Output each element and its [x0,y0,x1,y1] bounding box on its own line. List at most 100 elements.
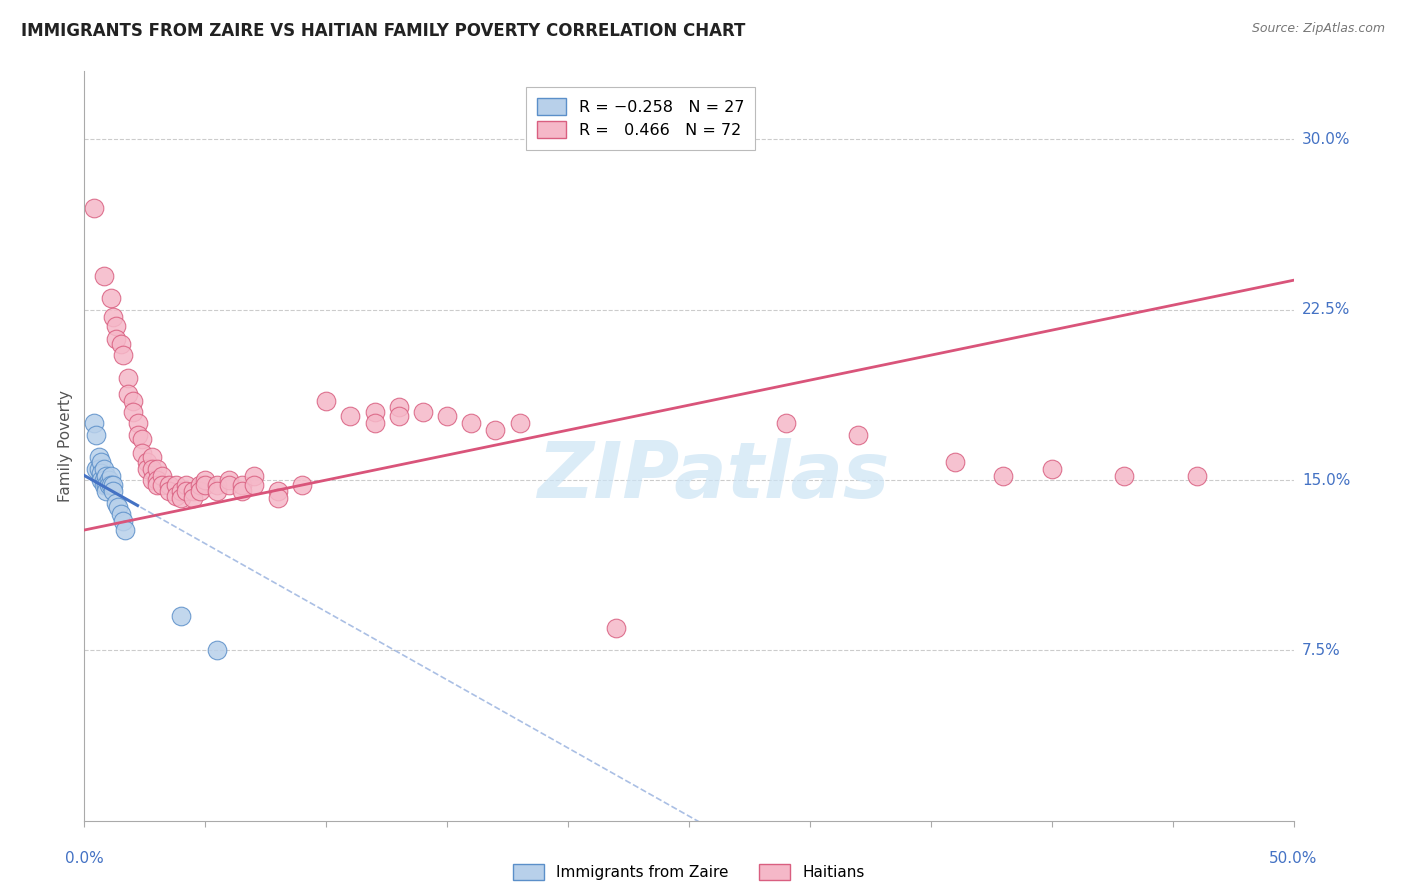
Point [150,477,173,491]
Point [100,292,122,306]
Point [86,427,108,442]
Point [388,401,411,415]
Point [190,484,212,499]
Point [993,468,1015,483]
Point [141,461,163,475]
Point [315,393,337,408]
Point [207,477,229,491]
Point [87,450,110,465]
Point [114,523,136,537]
Point [93,268,115,283]
Point [363,417,385,431]
Point [104,332,127,346]
Text: 30.0%: 30.0% [1302,132,1350,147]
Point [87,461,110,475]
Point [97,473,120,487]
Point [484,423,506,437]
Point [231,484,253,499]
Point [117,371,139,385]
Point [775,417,797,431]
Point [112,348,135,362]
Point [165,477,187,491]
Point [170,491,193,506]
Text: 22.5%: 22.5% [1302,302,1350,318]
Point [267,491,290,506]
Point [207,643,229,657]
Point [146,461,169,475]
Point [94,484,117,499]
Point [231,477,253,491]
Text: 15.0%: 15.0% [1302,473,1350,488]
Point [94,477,117,491]
Point [218,477,240,491]
Point [117,386,139,401]
Point [100,468,122,483]
Point [943,455,966,469]
Point [136,461,159,475]
Point [242,468,264,483]
Point [157,484,180,499]
Point [104,496,127,510]
Point [194,473,217,487]
Point [94,468,117,483]
Point [93,473,115,487]
Point [267,484,290,499]
Point [605,621,627,635]
Point [83,201,105,215]
Point [121,405,143,419]
Point [181,491,204,506]
Text: Source: ZipAtlas.com: Source: ZipAtlas.com [1251,22,1385,36]
Text: IMMIGRANTS FROM ZAIRE VS HAITIAN FAMILY POVERTY CORRELATION CHART: IMMIGRANTS FROM ZAIRE VS HAITIAN FAMILY … [21,22,745,40]
Point [174,484,197,499]
Text: 50.0%: 50.0% [1270,851,1317,866]
Point [100,477,122,491]
Point [90,473,112,487]
Point [127,417,149,431]
Point [1040,461,1063,475]
Point [93,477,115,491]
Point [86,461,108,475]
Text: 7.5%: 7.5% [1302,643,1340,657]
Point [146,477,169,491]
Point [136,455,159,469]
Point [103,477,125,491]
Point [218,473,240,487]
Point [846,427,869,442]
Point [181,484,204,499]
Point [127,427,149,442]
Point [131,432,153,446]
Point [131,446,153,460]
Text: 0.0%: 0.0% [65,851,104,866]
Point [339,409,361,424]
Point [103,310,125,324]
Point [141,473,163,487]
Point [141,450,163,465]
Point [112,514,135,528]
Point [363,405,385,419]
Text: ZIPatlas: ZIPatlas [537,438,889,514]
Point [110,336,132,351]
Point [104,318,127,333]
Point [83,417,105,431]
Legend: Immigrants from Zaire, Haitians: Immigrants from Zaire, Haitians [506,856,872,888]
Point [93,461,115,475]
Point [388,409,411,424]
Point [157,477,180,491]
Point [110,507,132,521]
Point [207,484,229,499]
Point [1185,468,1208,483]
Point [107,500,129,515]
Point [460,417,482,431]
Point [190,477,212,491]
Y-axis label: Family Poverty: Family Poverty [58,390,73,502]
Point [194,477,217,491]
Point [97,477,120,491]
Point [1114,468,1136,483]
Point [174,477,197,491]
Point [90,467,112,481]
Point [121,393,143,408]
Point [103,484,125,499]
Point [509,417,531,431]
Point [242,477,264,491]
Point [146,473,169,487]
